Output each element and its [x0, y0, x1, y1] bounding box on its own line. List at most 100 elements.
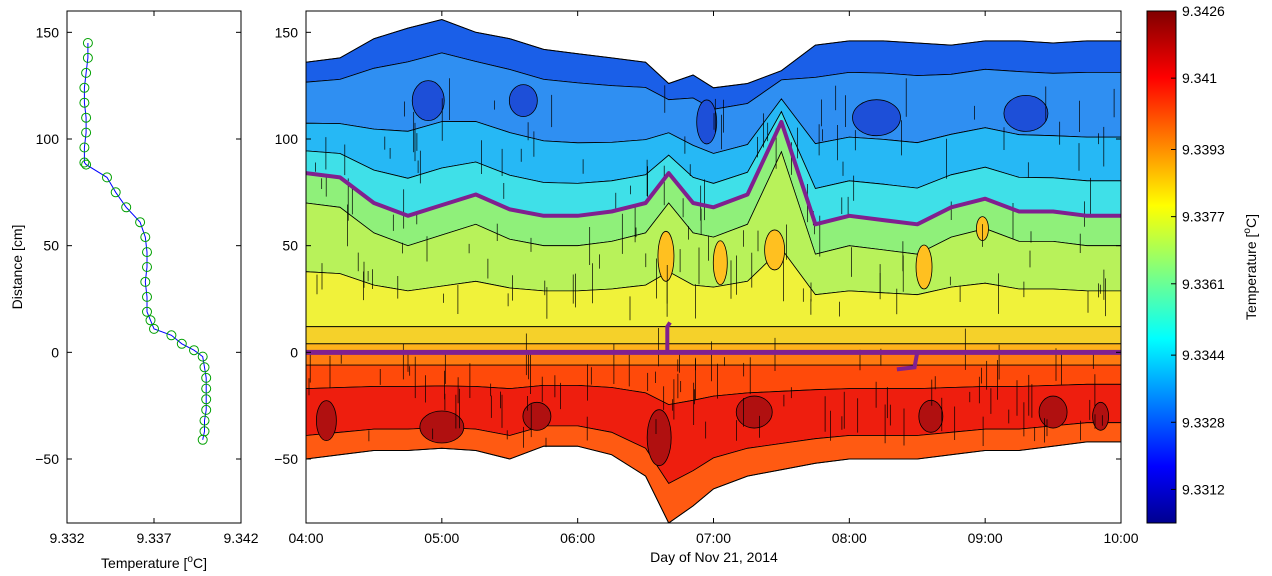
profile-marker — [199, 362, 210, 373]
band-yellow-orange — [306, 326, 1121, 345]
profile-marker — [197, 434, 208, 445]
colorbar-gradient — [1146, 10, 1177, 524]
heatmap-x-tick-label: 04:00 — [288, 530, 323, 546]
profile-y-ticks: 150 100 50 0 −50 — [35, 24, 241, 467]
hot-patch — [735, 395, 773, 429]
profile-marker — [79, 97, 90, 108]
profile-marker — [135, 217, 146, 228]
profile-marker — [201, 404, 212, 415]
profile-x-tick-label: 9.332 — [49, 530, 84, 546]
isotherm-line — [306, 119, 1121, 227]
cold-core — [852, 99, 901, 137]
colorbar-tick-label: 9.3344 — [1182, 347, 1225, 363]
hot-patch — [522, 401, 552, 431]
cold-core — [1003, 95, 1049, 132]
top-boundary-line — [306, 18, 1121, 89]
profile-line — [83, 43, 207, 440]
zero-line-step-2 — [896, 351, 920, 372]
profile-marker — [140, 232, 151, 243]
heatmap-y-ticks: 150 100 50 0 −50 — [274, 24, 1121, 467]
cold-core — [508, 84, 538, 117]
cold-core — [411, 80, 445, 121]
heatmap-x-tick-label: 10:00 — [1103, 530, 1138, 546]
profile-marker — [81, 67, 92, 78]
profile-marker — [189, 345, 199, 356]
profile-y-tick-label: 0 — [51, 344, 59, 360]
profile-marker — [81, 159, 92, 170]
profile-marker — [79, 157, 90, 168]
profile-marker — [142, 247, 152, 258]
profile-y-tick-label: 150 — [36, 24, 60, 40]
profile-marker — [79, 82, 90, 93]
colorbar-tick-label: 9.341 — [1182, 70, 1217, 86]
heatmap-y-tick-label: 100 — [275, 131, 299, 147]
heatmap-y-tick-label: −50 — [274, 451, 298, 467]
colorbar: 9.3426 9.341 9.3393 9.3377 9.3361 9.3344 9.332… — [1146, 3, 1259, 524]
profile-x-tick-label: 9.342 — [223, 530, 258, 546]
profile-marker — [197, 351, 208, 362]
hot-patch — [1038, 395, 1068, 429]
hot-patch — [315, 400, 337, 442]
colorbar-tick-label: 9.3312 — [1182, 481, 1225, 497]
heatmap-x-tick-label: 08:00 — [832, 530, 867, 546]
profile-marker — [79, 142, 90, 153]
profile-marker — [102, 172, 112, 183]
hot-patch — [646, 409, 672, 467]
heatmap-y-tick-label: 150 — [275, 24, 299, 40]
hot-patch — [918, 399, 944, 433]
profile-marker — [149, 323, 159, 334]
profile-x-axis-label: Temperature [oC] — [101, 554, 207, 571]
profile-axes-box — [66, 10, 242, 524]
colorbar-tick-label: 9.3393 — [1182, 141, 1225, 157]
profile-marker — [201, 383, 212, 394]
profile-y-tick-label: −50 — [35, 451, 59, 467]
zero-line-step-1 — [665, 321, 672, 353]
profile-y-tick-label: 100 — [36, 131, 60, 147]
heatmap-x-ticks: 04:00 05:00 06:00 07:00 08:00 09:00 10:00 — [288, 11, 1139, 546]
profile-marker — [110, 187, 121, 198]
heatmap-bands — [306, 19, 1121, 523]
profile-marker — [201, 394, 212, 405]
hot-patch — [1092, 401, 1110, 431]
warm-core — [915, 244, 933, 290]
profile-marker — [82, 38, 93, 48]
heatmap-x-tick-label: 06:00 — [560, 530, 595, 546]
profile-marker — [166, 330, 177, 341]
heatmap-y-tick-label: 0 — [290, 344, 298, 360]
profile-marker — [81, 112, 92, 123]
profile-marker — [176, 338, 187, 349]
profile-marker — [142, 306, 152, 317]
colorbar-label: Temperature [oC] — [1242, 214, 1259, 320]
profile-marker — [82, 52, 93, 63]
warm-core — [657, 230, 675, 282]
profile-marker — [199, 415, 210, 426]
profile-marker — [140, 276, 151, 287]
profile-panel: 150 100 50 0 −50 9.332 9.337 9.342 Distance [c… — [9, 10, 259, 571]
hot-patch — [419, 410, 465, 444]
colorbar-ticks: 9.3426 9.341 9.3393 9.3377 9.3361 9.3344 9.332… — [1171, 3, 1225, 497]
profile-y-tick-label: 50 — [43, 238, 59, 254]
warm-core — [764, 229, 786, 271]
heatmap-x-tick-label: 07:00 — [696, 530, 731, 546]
profile-x-ticks: 9.332 9.337 9.342 — [49, 11, 259, 546]
heatmap-panel: 150 100 50 0 −50 04:00 05:00 06:00 07:00 08:00 09… — [274, 10, 1139, 565]
warm-core — [712, 240, 728, 286]
heatmap-x-axis-label: Day of Nov 21, 2014 — [650, 549, 778, 565]
profile-marker — [201, 372, 212, 383]
profile-marker — [142, 291, 152, 302]
colorbar-tick-label: 9.3328 — [1182, 414, 1225, 430]
profile-marker — [121, 202, 132, 213]
cold-core — [696, 99, 718, 145]
profile-markers — [79, 38, 212, 445]
profile-x-tick-label: 9.337 — [136, 530, 171, 546]
heatmap-x-tick-label: 05:00 — [424, 530, 459, 546]
heatmap-y-tick-label: 50 — [282, 238, 298, 254]
heatmap-x-tick-label: 09:00 — [968, 530, 1003, 546]
colorbar-tick-label: 9.3426 — [1182, 3, 1225, 19]
bottom-boundary-line — [306, 441, 1121, 523]
profile-marker — [142, 262, 152, 272]
profile-marker — [145, 315, 156, 326]
colorbar-tick-label: 9.3377 — [1182, 209, 1225, 225]
profile-y-axis-label: Distance [cm] — [9, 225, 25, 310]
